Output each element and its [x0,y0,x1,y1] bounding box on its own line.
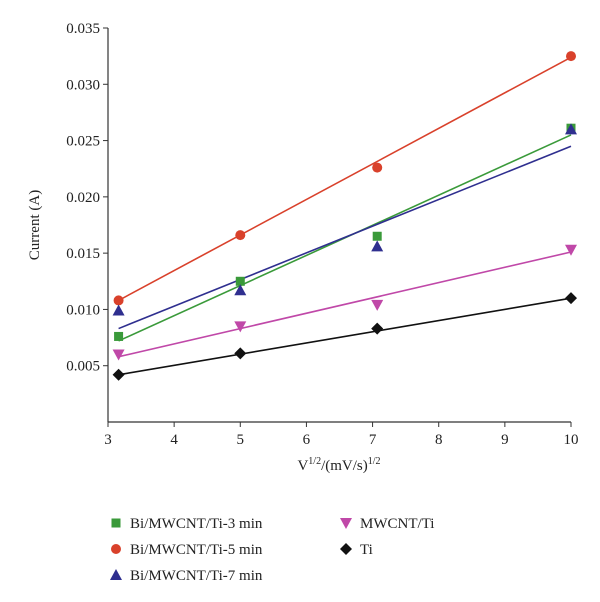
x-tick-label: 8 [435,432,443,448]
y-tick-label: 0.035 [66,21,100,37]
data-point-s2-4 [566,51,576,62]
data-point-s2-1 [113,295,124,306]
data-point-s3-4 [565,123,577,135]
data-point-s2-3 [372,162,383,173]
data-point-s4-2 [234,321,247,333]
x-axis-label-sup2: 1/2 [368,456,381,467]
legend-marker-2 [111,544,121,554]
legend-marker-5 [340,543,352,555]
x-axis-label-base: V [297,458,308,474]
y-tick-label: 0.025 [66,134,100,150]
fit-line-3 [118,145,572,330]
data-point-s1-2 [235,276,245,286]
y-axis-label: Current (A) [27,190,43,260]
fit-line-4 [118,251,572,358]
data-point-s1-1 [114,331,124,341]
x-tick-label: 6 [303,432,311,448]
data-point-s4-3 [371,299,384,311]
legend-marker-4 [340,518,352,529]
y-tick-label: 0.005 [66,359,100,375]
y-tick-label: 0.020 [66,190,100,206]
data-point-s4-1 [112,349,125,361]
fit-line-2 [118,56,572,302]
fit-line-5 [118,297,572,376]
y-tick-label: 0.010 [66,302,100,318]
x-tick-label: 5 [237,432,245,448]
x-tick-label: 4 [170,432,178,448]
data-point-s3-2 [234,284,247,296]
data-point-s5-2 [234,347,247,360]
x-tick-label: 3 [104,432,112,448]
plot-area [112,51,577,381]
y-tick-label: 0.030 [66,77,100,93]
data-point-s3-3 [371,240,384,252]
ticks: 3 4 5 6 7 8 9 10 0.005 0.010 0.015 0.020 0.025 0.030 0… [66,21,578,448]
legend-marker-3 [110,569,122,580]
data-point-s2-2 [235,230,246,241]
legend-marker-1 [111,518,121,528]
x-axis-label: V1/2/(mV/s)1/2 [297,456,380,474]
axes [107,28,571,423]
legend-label-1: Bi/MWCNT/Ti-3 min [130,516,263,532]
data-point-s4-4 [565,244,577,256]
x-tick-label: 10 [564,432,579,448]
legend-label-4: MWCNT/Ti [360,516,434,532]
data-point-s3-1 [112,304,125,316]
legend: Bi/MWCNT/Ti-3 min Bi/MWCNT/Ti-5 min Bi/MWC… [110,516,434,584]
x-tick-label: 7 [369,432,377,448]
data-point-s5-3 [371,322,384,335]
data-point-s1-3 [372,231,382,241]
legend-label-2: Bi/MWCNT/Ti-5 min [130,542,263,558]
x-axis-label-sup1: 1/2 [308,456,321,467]
y-tick-label: 0.015 [66,246,100,262]
data-point-s5-4 [565,292,577,305]
x-axis-label-mid: /(mV/s) [321,458,368,474]
legend-label-5: Ti [360,542,373,558]
data-point-s5-1 [112,368,125,381]
legend-label-3: Bi/MWCNT/Ti-7 min [130,568,263,584]
x-tick-label: 9 [501,432,509,448]
